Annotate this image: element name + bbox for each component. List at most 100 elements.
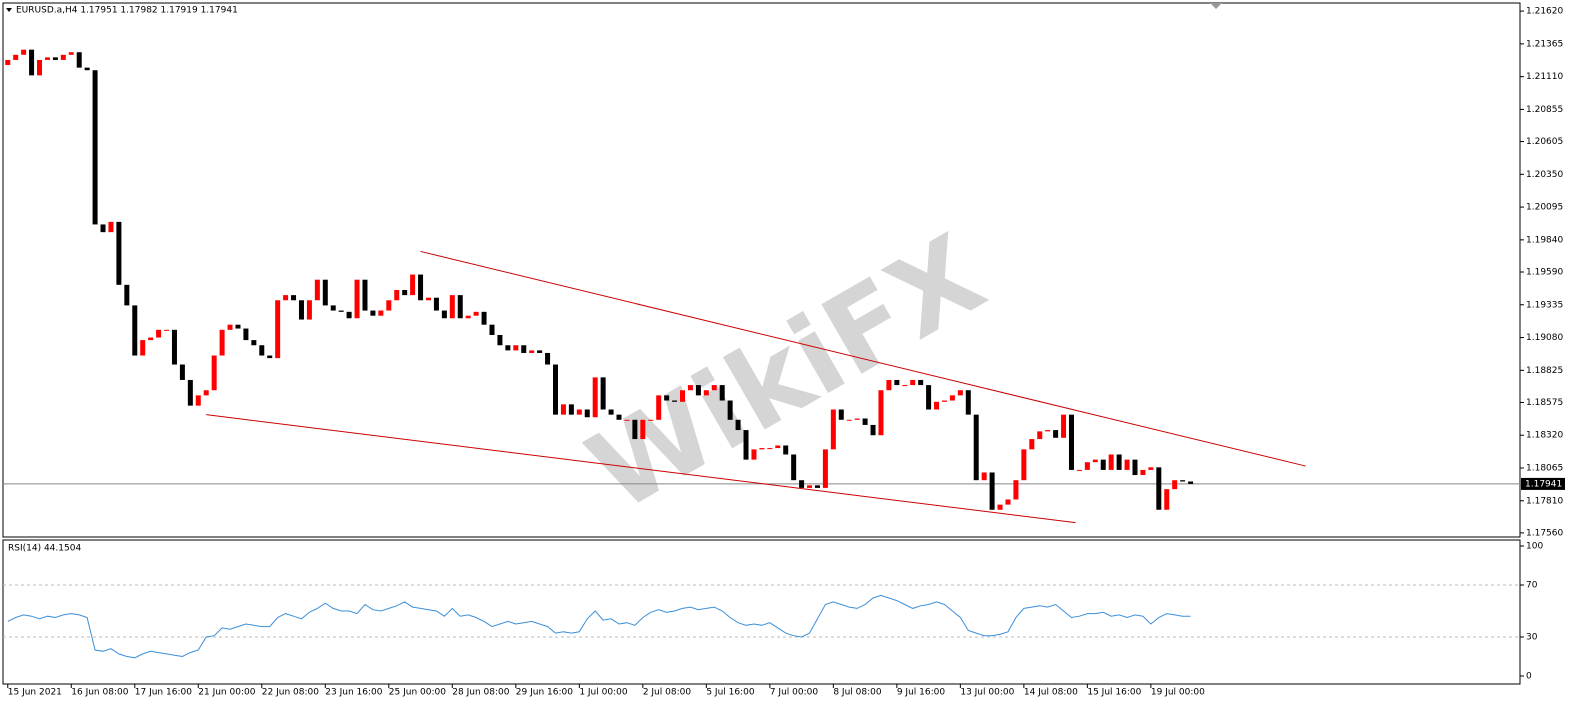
candle-body [68,52,74,55]
candle-body [505,345,511,351]
candle-body [402,289,408,296]
x-tick-label: 23 Jun 16:00 [325,688,382,698]
candle-body [235,324,241,329]
candle-body [362,279,368,311]
candle-body [370,310,376,316]
candle-body [902,385,908,387]
candle-body [497,334,503,346]
candle-body [743,430,749,460]
candle-body [1029,439,1035,450]
candle-body [354,279,360,319]
rsi-y-tick-label: 0 [1526,672,1532,682]
y-tick-label: 1.18320 [1526,431,1563,441]
candle-body [957,390,963,396]
candle-body [394,289,400,301]
candle-body [132,305,138,356]
candle-body [1124,459,1130,470]
candle-body [537,350,543,353]
candle-body [949,395,955,401]
x-tick-label: 14 Jul 08:00 [1024,688,1078,698]
candle-body [854,418,860,420]
candle-body [37,59,43,76]
candle-body [799,480,805,488]
candle-body [108,221,114,233]
candle-body [433,297,439,311]
y-tick-label: 1.17560 [1526,528,1563,538]
y-tick-label: 1.20350 [1526,170,1563,180]
candle-body [822,449,828,488]
x-tick-label: 21 Jun 00:00 [198,688,255,698]
candle-body [584,409,590,418]
x-tick-label: 28 Jun 08:00 [452,688,509,698]
candle-body [529,350,535,353]
watermark: WikiFX [568,210,1004,536]
candle-body [21,49,27,55]
candle-body [171,329,177,365]
candle-body [981,472,987,481]
candle-body [322,279,328,306]
candle-body [1068,414,1074,470]
candle-body [283,295,289,301]
candle-body [1116,454,1122,470]
candle-body [616,414,622,420]
candle-body [179,364,185,380]
candle-body [52,57,58,60]
rsi-pane [2,539,1521,685]
candle-body [13,54,19,60]
candle-body [1100,459,1106,470]
candle-body [973,414,979,481]
candle-body [878,390,884,436]
candle-body [934,401,940,410]
candle-body [29,49,35,76]
candle-body [886,379,892,391]
candle-body [84,67,90,71]
candle-body [148,337,154,341]
y-tick-label: 1.17810 [1526,496,1563,506]
candle-body [545,352,551,365]
candle-body [703,390,709,396]
candle-body [457,295,463,319]
y-tick-label: 1.20855 [1526,105,1563,115]
candle-body [60,54,66,60]
candle-body [203,390,209,396]
candle-body [941,400,947,402]
y-tick-label: 1.19080 [1526,333,1563,343]
candle-body [156,329,162,338]
candle-body [378,310,384,316]
candle-body [664,395,670,401]
candle-body [560,404,566,415]
shift-marker [1210,3,1222,9]
candle-body [814,485,820,488]
candle-body [624,419,630,421]
y-tick-label: 1.21110 [1526,72,1563,82]
trendline [206,414,1076,524]
candle-body [92,70,98,225]
candle-body [346,311,352,319]
candle-body [1132,459,1138,476]
x-tick-label: 22 Jun 08:00 [262,688,319,698]
candle-body [425,297,431,301]
candle-body [989,472,995,510]
candle-body [1061,414,1067,438]
y-tick-label: 1.18065 [1526,463,1563,473]
candle-body [1156,467,1162,510]
candle-body [926,385,932,410]
candle-body [775,445,781,449]
rsi-y-tick-label: 100 [1526,542,1543,552]
candle-body [481,311,487,325]
candle-body [449,295,455,319]
candle-body [219,329,225,356]
candle-body [1021,449,1027,481]
candle-body [1076,469,1082,471]
x-tick-label: 8 Jul 08:00 [833,688,882,698]
candle-body [521,345,527,353]
candle-body [735,419,741,431]
x-tick-label: 25 Jun 00:00 [389,688,446,698]
rsi-y-tick-label: 30 [1526,633,1538,643]
candle-body [140,340,146,356]
menu-arrow[interactable] [6,8,12,12]
candle-body [251,340,257,346]
y-tick-label: 1.21620 [1526,7,1563,17]
y-tick-label: 1.19840 [1526,235,1563,245]
